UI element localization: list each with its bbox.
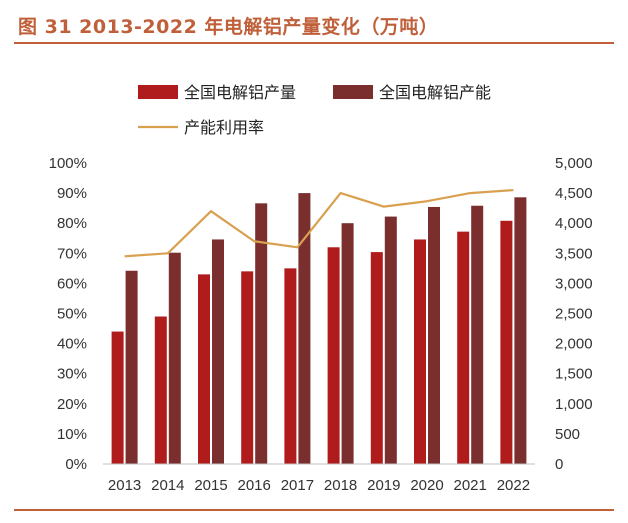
left-tick-label: 30%	[57, 366, 87, 383]
utilization-line	[124, 188, 514, 258]
left-tick-label: 60%	[57, 275, 87, 292]
left-tick-label: 100%	[49, 155, 87, 172]
left-tick-label: 70%	[57, 245, 87, 262]
right-tick-label: 2,500	[555, 306, 593, 323]
legend-swatch-production	[138, 85, 178, 99]
left-tick-label: 0%	[65, 456, 87, 473]
x-tick-label: 2013	[108, 477, 141, 494]
capacity-bar	[125, 270, 138, 464]
capacity-bar	[514, 197, 527, 464]
production-bar	[500, 220, 513, 464]
bars	[111, 193, 527, 465]
production-bar	[414, 239, 426, 464]
production-bar	[241, 271, 254, 464]
capacity-bar	[168, 252, 181, 464]
capacity-bar	[384, 216, 397, 464]
bottom-rule	[14, 509, 614, 511]
left-tick-label: 20%	[57, 396, 87, 413]
figure-title: 图 31 2013-2022 年电解铝产量变化（万吨）	[18, 16, 439, 38]
x-tick-label: 2015	[194, 477, 227, 494]
right-tick-label: 0	[555, 456, 563, 473]
production-bar	[111, 331, 124, 464]
production-bar	[370, 252, 383, 464]
right-tick-label: 500	[555, 426, 580, 443]
left-tick-label: 90%	[57, 185, 87, 202]
production-bar	[457, 231, 470, 464]
x-tick-label: 2016	[238, 477, 271, 494]
right-tick-label: 1,500	[555, 366, 593, 383]
x-axis: 2013 2014 2015 2016 2017 2018 2019 2020 2021 2022	[103, 463, 535, 494]
x-tick-label: 2020	[410, 477, 443, 494]
right-tick-label: 4,000	[555, 215, 593, 232]
left-tick-label: 50%	[57, 306, 87, 323]
right-tick-label: 5,000	[555, 155, 593, 172]
right-tick-label: 2,000	[555, 336, 593, 353]
left-tick-label: 10%	[57, 426, 87, 443]
x-tick-label: 2021	[454, 477, 487, 494]
x-tick-label: 2018	[324, 477, 357, 494]
legend-label-production: 全国电解铝产量	[184, 83, 296, 102]
title-rule	[14, 42, 614, 44]
legend-swatch-capacity	[333, 85, 373, 99]
utilization-line-group	[124, 188, 514, 258]
x-tick-label: 2022	[497, 477, 530, 494]
production-bar	[327, 247, 340, 464]
capacity-bar	[341, 223, 354, 464]
x-tick-label: 2017	[281, 477, 314, 494]
right-axis: 0 500 1,000 1,500 2,000 2,500 3,000 3,500 4,000 4…	[555, 155, 593, 473]
right-tick-label: 3,000	[555, 275, 593, 292]
right-tick-label: 4,500	[555, 185, 593, 202]
left-tick-label: 40%	[57, 336, 87, 353]
production-bar	[284, 268, 297, 464]
legend-label-capacity: 全国电解铝产能	[379, 83, 491, 102]
left-tick-label: 80%	[57, 215, 87, 232]
x-tick-label: 2019	[367, 477, 400, 494]
capacity-bar	[298, 193, 311, 464]
production-bar	[198, 274, 210, 464]
legend-label-utilization: 产能利用率	[184, 118, 264, 137]
right-tick-label: 3,500	[555, 245, 593, 262]
right-tick-label: 1,000	[555, 396, 593, 413]
capacity-bar	[255, 203, 268, 465]
capacity-bar	[212, 239, 224, 464]
production-bar	[154, 316, 167, 464]
left-axis: 0% 10% 20% 30% 40% 50% 60% 70% 80% 90% 100%	[49, 155, 87, 473]
capacity-bar	[471, 205, 484, 464]
capacity-bar	[428, 206, 440, 465]
x-tick-label: 2014	[151, 477, 184, 494]
